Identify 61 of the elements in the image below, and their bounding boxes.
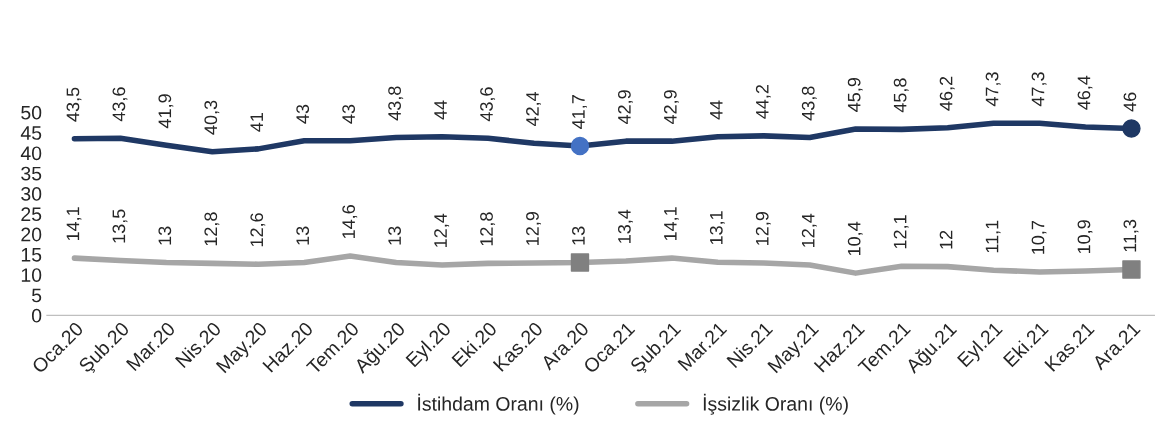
data-label: 45,9 bbox=[847, 78, 863, 112]
data-label: 47,3 bbox=[1031, 72, 1047, 107]
y-tick-label: 10 bbox=[21, 268, 42, 282]
data-label: 42,4 bbox=[526, 91, 541, 127]
data-label: 44 bbox=[434, 100, 447, 120]
data-label: 45,8 bbox=[893, 78, 909, 113]
data-label: 44 bbox=[710, 100, 723, 120]
data-label: 43 bbox=[296, 104, 310, 124]
data-label: 43,8 bbox=[388, 86, 404, 121]
y-tick-label: 20 bbox=[21, 227, 42, 242]
data-label: 10,7 bbox=[1031, 221, 1047, 254]
data-label: 13 bbox=[158, 226, 172, 245]
data-label: 12,8 bbox=[204, 212, 220, 246]
data-label: 13,4 bbox=[617, 209, 633, 243]
data-label: 12,9 bbox=[755, 212, 771, 245]
data-label: 46,2 bbox=[939, 76, 955, 111]
legend-label: İşsizlik Oranı (%) bbox=[703, 393, 848, 415]
data-label: 10,4 bbox=[847, 221, 863, 256]
data-label: 44,2 bbox=[755, 84, 771, 119]
y-tick-label: 50 bbox=[21, 105, 42, 120]
data-label: 12,1 bbox=[893, 215, 909, 249]
data-label: 43 bbox=[342, 104, 356, 124]
data-label: 13,1 bbox=[709, 211, 725, 245]
data-label: 43,6 bbox=[480, 87, 496, 122]
data-label: 14,1 bbox=[66, 207, 82, 241]
data-label: 46,4 bbox=[1077, 75, 1093, 110]
y-tick-label: 30 bbox=[21, 187, 42, 201]
data-label: 13 bbox=[296, 226, 310, 245]
y-tick-label: 15 bbox=[21, 248, 42, 262]
data-label: 43,5 bbox=[66, 87, 82, 122]
data-label: 40,3 bbox=[204, 100, 220, 135]
y-tick-label: 25 bbox=[21, 207, 42, 222]
y-tick-label: 45 bbox=[20, 126, 42, 140]
data-label: 11,3 bbox=[1123, 219, 1139, 252]
y-tick-label: 0 bbox=[31, 308, 42, 323]
data-label: 42,9 bbox=[617, 90, 633, 125]
data-label: 42,9 bbox=[663, 90, 679, 125]
y-tick-label: 5 bbox=[31, 288, 42, 303]
data-label: 41,7 bbox=[572, 95, 587, 129]
data-label: 13 bbox=[572, 226, 585, 245]
data-label: 12,8 bbox=[480, 212, 496, 246]
data-label: 43,8 bbox=[801, 86, 817, 121]
data-label: 41,9 bbox=[158, 94, 174, 129]
data-label: 11,1 bbox=[985, 220, 1001, 253]
data-label: 12,9 bbox=[526, 212, 541, 245]
data-label: 13,5 bbox=[112, 209, 128, 243]
data-label: 47,3 bbox=[985, 72, 1001, 107]
data-label: 41 bbox=[250, 113, 263, 132]
data-label: 12,6 bbox=[250, 213, 266, 247]
legend-label: İstihdam Oranı (%) bbox=[418, 393, 579, 415]
data-label: 46 bbox=[1123, 92, 1137, 112]
data-label: 14,1 bbox=[664, 207, 679, 241]
data-label: 10,9 bbox=[1077, 220, 1093, 254]
data-label: 13 bbox=[388, 226, 401, 245]
data-label: 12,4 bbox=[434, 213, 450, 247]
y-tick-label: 35 bbox=[21, 166, 42, 181]
data-label: 12 bbox=[939, 230, 953, 249]
data-label: 43,6 bbox=[112, 87, 128, 122]
data-label: 12,4 bbox=[801, 213, 817, 247]
data-label: 14,6 bbox=[342, 205, 358, 239]
y-tick-label: 40 bbox=[20, 146, 42, 161]
